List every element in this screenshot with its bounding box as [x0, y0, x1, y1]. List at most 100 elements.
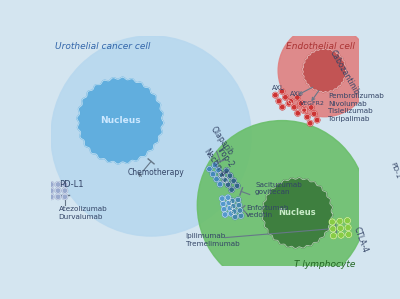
Circle shape: [238, 213, 244, 219]
Circle shape: [62, 194, 68, 199]
Text: Atezolizumab
Durvalumab: Atezolizumab Durvalumab: [59, 206, 108, 220]
Text: AXL: AXL: [290, 91, 302, 97]
Circle shape: [295, 111, 300, 116]
Text: AXL: AXL: [272, 85, 284, 91]
Circle shape: [385, 138, 391, 144]
Circle shape: [312, 111, 317, 117]
Circle shape: [314, 117, 320, 123]
Circle shape: [302, 107, 307, 112]
Circle shape: [295, 95, 300, 100]
Circle shape: [214, 176, 219, 182]
Circle shape: [344, 218, 350, 224]
Polygon shape: [262, 178, 333, 248]
Circle shape: [219, 173, 225, 178]
Text: Endothelial cell: Endothelial cell: [286, 42, 355, 51]
Circle shape: [220, 196, 225, 201]
Circle shape: [298, 101, 304, 106]
Circle shape: [207, 167, 212, 172]
Circle shape: [280, 104, 285, 110]
Text: Nucleus: Nucleus: [278, 208, 316, 217]
Circle shape: [308, 105, 314, 110]
Text: Nucleus: Nucleus: [100, 116, 141, 125]
Circle shape: [55, 194, 61, 199]
Circle shape: [223, 178, 228, 183]
Polygon shape: [302, 48, 346, 93]
Circle shape: [398, 156, 400, 162]
Circle shape: [392, 136, 398, 142]
Circle shape: [396, 149, 400, 155]
Text: T lymphocyte: T lymphocyte: [294, 260, 355, 269]
Circle shape: [49, 182, 54, 187]
Circle shape: [217, 181, 223, 187]
Text: Enfortumab
vedotin: Enfortumab vedotin: [246, 205, 288, 218]
Circle shape: [302, 108, 307, 113]
Text: Cabozantinib: Cabozantinib: [328, 49, 361, 97]
Circle shape: [228, 211, 234, 216]
Circle shape: [225, 182, 231, 187]
Circle shape: [51, 36, 251, 236]
Circle shape: [210, 172, 216, 177]
Circle shape: [346, 231, 352, 238]
Circle shape: [304, 114, 310, 120]
Circle shape: [329, 219, 335, 225]
Text: VEGFR2: VEGFR2: [300, 101, 325, 106]
Circle shape: [62, 182, 68, 187]
Circle shape: [330, 233, 336, 239]
Text: Nectin-4: Nectin-4: [201, 147, 227, 179]
Circle shape: [62, 188, 68, 193]
Circle shape: [229, 187, 234, 192]
Circle shape: [345, 225, 351, 231]
Circle shape: [390, 129, 397, 135]
Circle shape: [237, 208, 243, 213]
Text: Urothelial cancer cell: Urothelial cancer cell: [55, 42, 150, 51]
Text: CTLA-4: CTLA-4: [351, 226, 369, 254]
Circle shape: [234, 183, 240, 188]
Circle shape: [232, 214, 238, 219]
Circle shape: [337, 225, 344, 231]
Circle shape: [330, 226, 336, 232]
Circle shape: [390, 158, 396, 164]
Circle shape: [55, 188, 61, 193]
Text: Pembrolizumab
Nivolumab
Tislelizumab
Toripalimab: Pembrolizumab Nivolumab Tislelizumab Tor…: [328, 93, 384, 122]
Circle shape: [286, 101, 292, 106]
Circle shape: [279, 89, 285, 94]
Circle shape: [383, 131, 389, 137]
Circle shape: [230, 204, 236, 209]
Circle shape: [222, 177, 227, 182]
Circle shape: [292, 105, 297, 110]
Circle shape: [278, 24, 370, 117]
Circle shape: [338, 232, 344, 238]
Circle shape: [230, 198, 235, 204]
Circle shape: [216, 168, 221, 173]
Circle shape: [227, 173, 233, 179]
Circle shape: [231, 178, 236, 183]
Text: Ipilimumab
Tremelimumab: Ipilimumab Tremelimumab: [186, 233, 240, 247]
Circle shape: [197, 120, 367, 290]
Text: PD-1: PD-1: [390, 161, 400, 180]
Circle shape: [218, 172, 224, 177]
Text: Olaparib: Olaparib: [209, 125, 235, 157]
Circle shape: [283, 94, 288, 100]
Circle shape: [387, 144, 393, 151]
Text: Chemotherapy: Chemotherapy: [128, 168, 185, 177]
Circle shape: [337, 218, 343, 225]
Circle shape: [55, 182, 61, 187]
Circle shape: [308, 120, 313, 126]
Circle shape: [288, 99, 294, 104]
Circle shape: [224, 168, 229, 173]
Circle shape: [226, 200, 232, 206]
Circle shape: [212, 163, 218, 168]
Circle shape: [388, 151, 395, 157]
Circle shape: [276, 98, 282, 104]
Circle shape: [226, 195, 231, 200]
Circle shape: [273, 92, 278, 98]
Circle shape: [220, 201, 226, 207]
Circle shape: [49, 194, 54, 199]
Circle shape: [236, 202, 242, 208]
Text: Trop-2: Trop-2: [215, 145, 236, 170]
Circle shape: [236, 197, 241, 203]
Circle shape: [394, 142, 400, 149]
Circle shape: [222, 207, 227, 212]
Circle shape: [222, 212, 228, 217]
Circle shape: [232, 209, 237, 214]
